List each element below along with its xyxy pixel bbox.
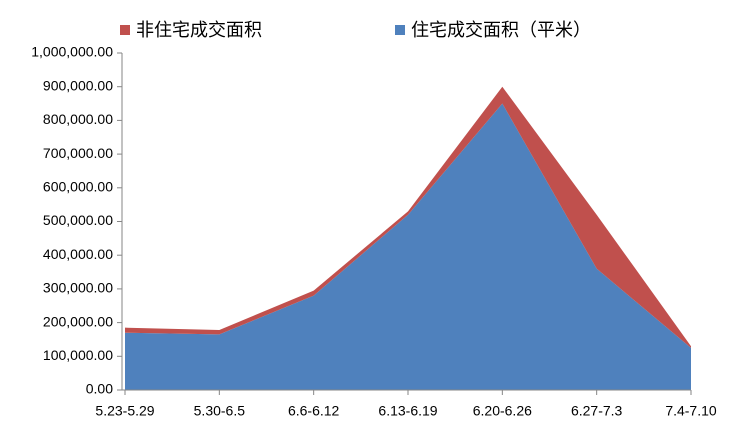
x-tick-label: 6.20-6.26 <box>473 403 532 419</box>
y-tick-label: 500,000.00 <box>43 212 113 228</box>
x-tick-label: 5.30-6.5 <box>194 403 246 419</box>
area <box>125 86 691 348</box>
y-tick-label: 300,000.00 <box>43 280 113 296</box>
y-tick-label: 0.00 <box>86 381 113 397</box>
y-tick-label: 600,000.00 <box>43 179 113 195</box>
y-tick-label: 100,000.00 <box>43 347 113 363</box>
x-tick-label: 6.13-6.19 <box>378 403 437 419</box>
y-tick-label: 700,000.00 <box>43 145 113 161</box>
y-tick-label: 1,000,000.00 <box>31 44 113 60</box>
x-tick-label: 7.4-7.10 <box>665 403 717 419</box>
legend-label: 住宅成交面积（平米） <box>411 20 591 40</box>
x-tick-label: 5.23-5.29 <box>95 403 154 419</box>
y-tick-label: 400,000.00 <box>43 246 113 262</box>
area <box>125 103 691 391</box>
y-tick-label: 200,000.00 <box>43 313 113 329</box>
legend-swatch <box>120 25 130 35</box>
y-tick-label: 900,000.00 <box>43 77 113 93</box>
legend-label: 非住宅成交面积 <box>136 20 262 40</box>
legend-swatch <box>395 25 405 35</box>
x-tick-label: 6.27-7.3 <box>571 403 623 419</box>
x-tick-label: 6.6-6.12 <box>288 403 340 419</box>
y-tick-label: 800,000.00 <box>43 111 113 127</box>
